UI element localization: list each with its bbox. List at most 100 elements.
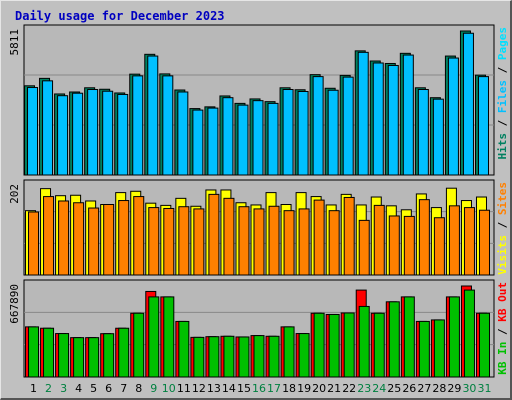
bar-files <box>252 100 264 176</box>
bar-files <box>342 76 354 176</box>
bar-sites <box>223 197 235 276</box>
bar-files <box>72 92 84 176</box>
legend-entry: Pages <box>496 27 509 60</box>
bar-files <box>267 102 279 176</box>
bar-sites <box>463 207 475 276</box>
chart-title: Daily usage for December 2023 <box>15 9 225 23</box>
bar-files <box>222 97 234 176</box>
x-tick-label: 12 <box>192 382 206 395</box>
bar-kb-in <box>163 296 175 378</box>
x-tick-label: 17 <box>267 382 281 395</box>
bar-sites <box>253 208 265 276</box>
bar-sites <box>133 196 145 276</box>
bar-files <box>477 76 489 176</box>
legend-entry: / <box>496 322 509 335</box>
bar-sites <box>178 206 190 276</box>
x-tick-label: 14 <box>222 382 236 395</box>
bar-files <box>447 57 459 176</box>
bar-kb-in <box>343 312 355 378</box>
bar-files <box>462 32 474 176</box>
bar-kb-in <box>478 312 490 378</box>
x-tick-label: 6 <box>105 382 112 395</box>
y-max-label: 667890 <box>8 284 21 324</box>
bar-kb-in <box>178 320 190 378</box>
x-tick-label: 22 <box>342 382 356 395</box>
bar-sites <box>373 204 385 276</box>
bar-kb-in <box>448 296 460 378</box>
legend: KB In / KB Out <box>496 282 509 375</box>
bar-kb-in <box>253 335 265 378</box>
bar-kb-in <box>73 337 85 378</box>
legend: Hits / Files / Pages <box>496 27 509 160</box>
bar-files <box>312 76 324 176</box>
bar-kb-in <box>148 296 160 378</box>
x-tick-label: 30 <box>462 382 476 395</box>
bar-sites <box>148 207 160 276</box>
legend-entry: Sites <box>496 182 509 215</box>
x-tick-label: 13 <box>207 382 221 395</box>
x-tick-label: 8 <box>135 382 142 395</box>
x-tick-label: 29 <box>447 382 461 395</box>
legend-entry: / <box>496 215 509 228</box>
bar-files <box>132 75 144 176</box>
bar-sites <box>193 208 205 276</box>
bar-files <box>147 55 159 176</box>
bar-sites <box>298 208 310 276</box>
bar-kb-in <box>43 327 55 378</box>
bar-kb-in <box>298 333 310 378</box>
bar-sites <box>58 200 70 276</box>
x-tick-label: 19 <box>297 382 311 395</box>
y-max-label: 202 <box>8 184 21 204</box>
x-tick-label: 10 <box>162 382 176 395</box>
legend-entry: KB In <box>496 335 509 375</box>
bar-kb-in <box>358 305 370 378</box>
bar-kb-in <box>418 320 430 378</box>
bar-kb-in <box>283 326 295 378</box>
x-tick-label: 25 <box>387 382 401 395</box>
bar-files <box>432 98 444 176</box>
bar-files <box>357 51 369 176</box>
legend-entry: / <box>496 113 509 126</box>
legend-entry: Visits <box>496 228 509 274</box>
bar-sites <box>238 206 250 276</box>
bar-files <box>372 62 384 176</box>
bar-kb-in <box>238 336 250 378</box>
x-tick-label: 24 <box>372 382 386 395</box>
bar-kb-in <box>388 301 400 378</box>
bar-files <box>102 90 114 176</box>
x-tick-label: 5 <box>90 382 97 395</box>
bar-sites <box>28 211 40 276</box>
bar-sites <box>163 207 175 276</box>
legend-entry: / <box>496 60 509 73</box>
bar-files <box>207 107 219 176</box>
bar-sites <box>418 199 430 276</box>
bar-sites <box>118 200 130 276</box>
bar-files <box>57 95 69 176</box>
bar-files <box>117 93 129 176</box>
bar-sites <box>478 209 490 276</box>
bar-kb-in <box>463 289 475 378</box>
x-tick-label: 28 <box>432 382 446 395</box>
bar-kb-in <box>328 313 340 378</box>
bar-files <box>192 109 204 176</box>
bar-sites <box>283 210 295 276</box>
bar-sites <box>43 196 55 276</box>
bar-files <box>387 64 399 176</box>
x-tick-label: 15 <box>237 382 251 395</box>
x-tick-label: 21 <box>327 382 341 395</box>
x-tick-label: 2 <box>45 382 52 395</box>
x-tick-label: 1 <box>30 382 37 395</box>
bar-sites <box>448 205 460 276</box>
x-tick-label: 31 <box>477 382 491 395</box>
bar-sites <box>103 204 115 276</box>
bar-kb-in <box>208 336 220 378</box>
x-tick-label: 7 <box>120 382 127 395</box>
bar-files <box>417 89 429 176</box>
bar-kb-in <box>58 333 70 378</box>
bar-kb-in <box>223 335 235 378</box>
bar-sites <box>313 199 325 276</box>
bar-sites <box>88 207 100 276</box>
x-tick-label: 16 <box>252 382 266 395</box>
bar-sites <box>268 205 280 276</box>
